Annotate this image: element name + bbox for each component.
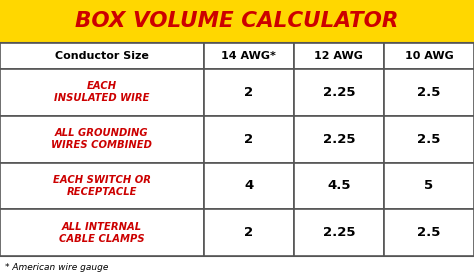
Text: 2.5: 2.5 [417, 86, 441, 99]
Text: 14 AWG*: 14 AWG* [221, 51, 276, 61]
Bar [204, 209, 294, 256]
Text: EACH SWITCH OR
RECEPTACLE: EACH SWITCH OR RECEPTACLE [53, 175, 151, 197]
Bar [294, 209, 384, 256]
Text: ALL INTERNAL
CABLE CLAMPS: ALL INTERNAL CABLE CLAMPS [59, 222, 145, 244]
Bar [294, 116, 384, 163]
Text: 2.5: 2.5 [417, 226, 441, 239]
Bar [204, 163, 294, 209]
Text: 4: 4 [244, 179, 254, 192]
Bar [294, 69, 384, 116]
Bar [384, 209, 474, 256]
Text: EACH
INSULATED WIRE: EACH INSULATED WIRE [54, 81, 150, 104]
Bar [0, 43, 204, 69]
Bar [204, 116, 294, 163]
Text: 2: 2 [244, 133, 254, 146]
Text: BOX VOLUME CALCULATOR: BOX VOLUME CALCULATOR [75, 11, 399, 31]
Bar [204, 43, 294, 69]
Text: Conductor Size: Conductor Size [55, 51, 149, 61]
Bar [294, 163, 384, 209]
Bar [0, 0, 474, 43]
Bar [0, 209, 204, 256]
Bar [384, 116, 474, 163]
Text: 2.25: 2.25 [323, 86, 355, 99]
Bar [0, 69, 204, 116]
Bar [384, 163, 474, 209]
Text: 2: 2 [244, 226, 254, 239]
Text: 2: 2 [244, 86, 254, 99]
Text: * American wire gauge: * American wire gauge [5, 262, 108, 272]
Text: 12 AWG: 12 AWG [314, 51, 364, 61]
Text: ALL GROUNDING
WIRES COMBINED: ALL GROUNDING WIRES COMBINED [52, 128, 152, 150]
Text: 4.5: 4.5 [327, 179, 351, 192]
Text: 2.25: 2.25 [323, 133, 355, 146]
Bar [294, 43, 384, 69]
Bar [384, 69, 474, 116]
Bar [384, 43, 474, 69]
Text: 5: 5 [424, 179, 434, 192]
Bar [0, 163, 204, 209]
Text: 2.5: 2.5 [417, 133, 441, 146]
Text: 2.25: 2.25 [323, 226, 355, 239]
Bar [0, 116, 204, 163]
Text: 10 AWG: 10 AWG [405, 51, 453, 61]
Bar [204, 69, 294, 116]
Bar [0, 43, 474, 256]
